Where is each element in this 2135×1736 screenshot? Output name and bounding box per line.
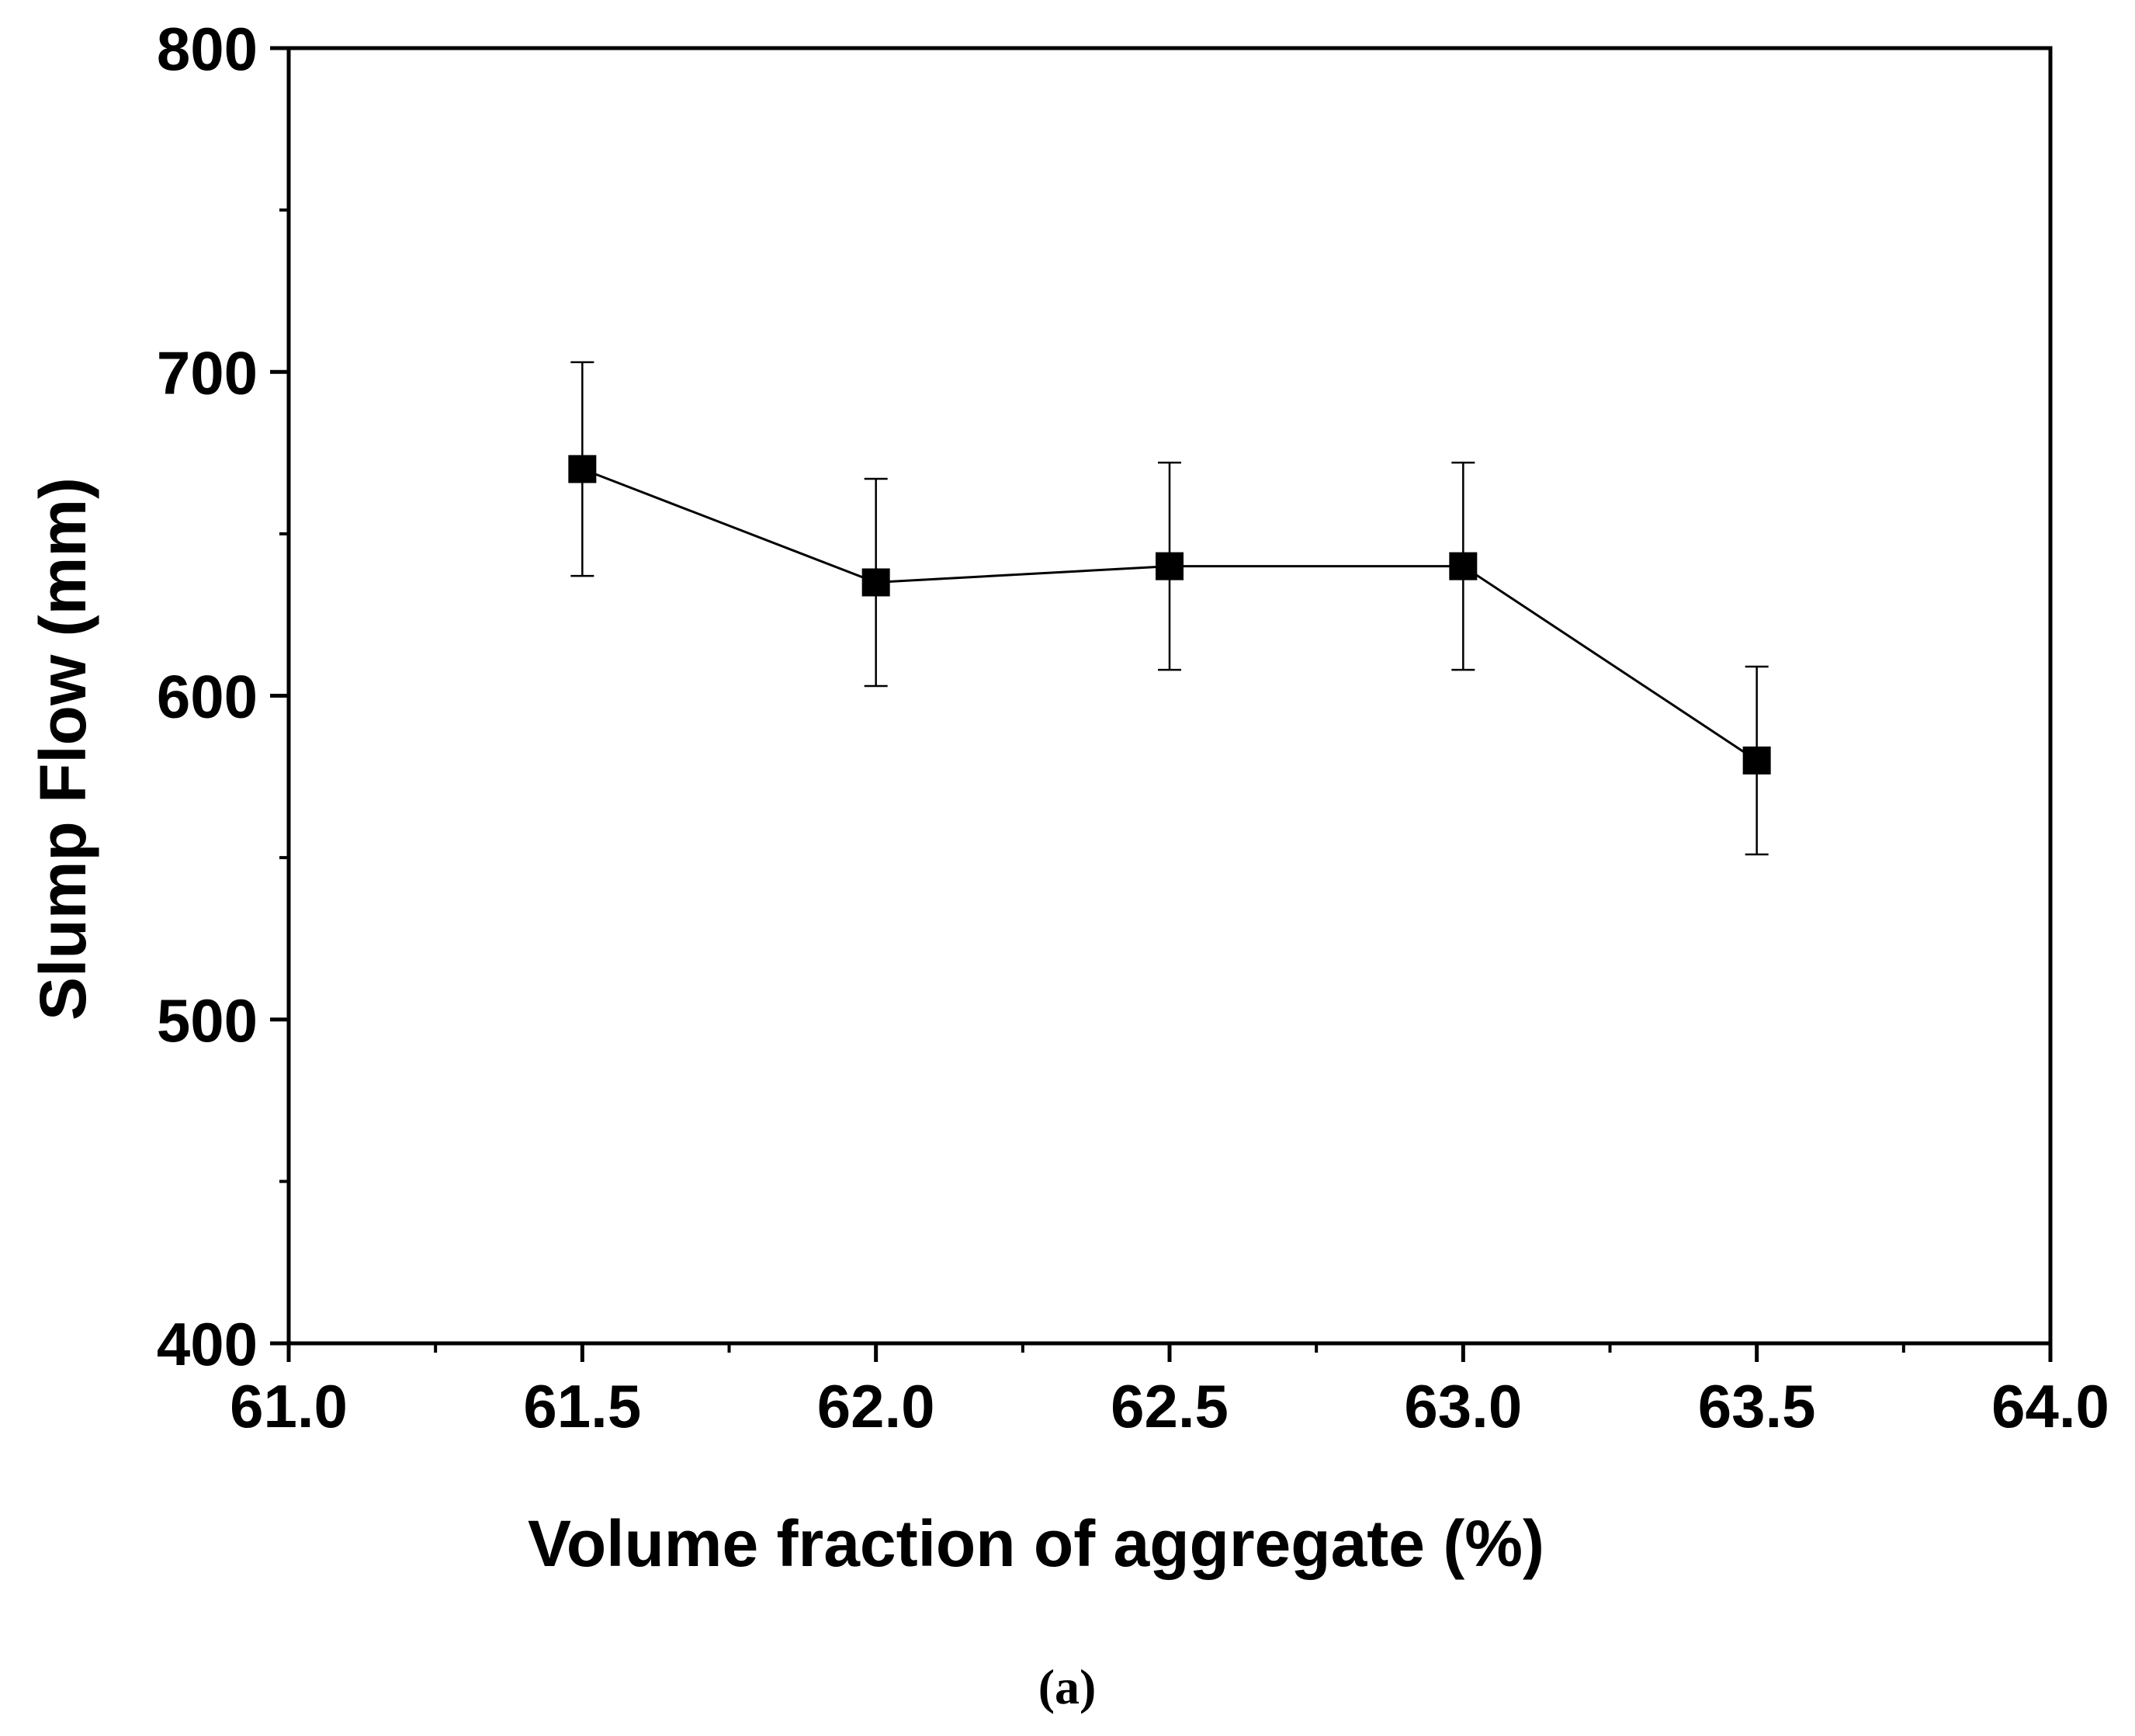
series-slump-flow — [568, 361, 1771, 856]
y-tick-label: 800 — [157, 15, 258, 83]
y-tick-label: 500 — [157, 986, 258, 1055]
x-tick-label: 63.5 — [1698, 1372, 1816, 1440]
figure-caption: (a) — [1038, 1659, 1097, 1714]
x-axis-title: Volume fraction of aggregate (%) — [528, 1507, 1544, 1580]
x-tick-label: 63.0 — [1404, 1372, 1522, 1440]
y-tick-label: 600 — [157, 663, 258, 731]
y-tick-label: 700 — [157, 338, 258, 407]
y-axis-title: Slump Flow (mm) — [26, 477, 99, 1020]
y-axis-ticks: 400 500 600 700 800 — [157, 15, 289, 1378]
x-tick-label: 62.0 — [817, 1372, 935, 1440]
x-tick-label: 61.5 — [523, 1372, 641, 1440]
y-tick-label: 400 — [157, 1310, 258, 1378]
x-tick-label: 61.0 — [230, 1372, 348, 1440]
axes — [286, 46, 2053, 1346]
data-point — [861, 568, 890, 597]
plot-frame — [286, 46, 2053, 1346]
x-tick-label: 64.0 — [1991, 1372, 2109, 1440]
data-point — [1742, 746, 1771, 774]
data-point — [568, 455, 597, 483]
data-point — [1449, 552, 1478, 580]
x-tick-label: 62.5 — [1111, 1372, 1229, 1440]
data-point — [1156, 552, 1184, 580]
x-axis-ticks: 61.0 61.5 62.0 62.5 63.0 63.5 64.0 — [230, 1343, 2109, 1440]
